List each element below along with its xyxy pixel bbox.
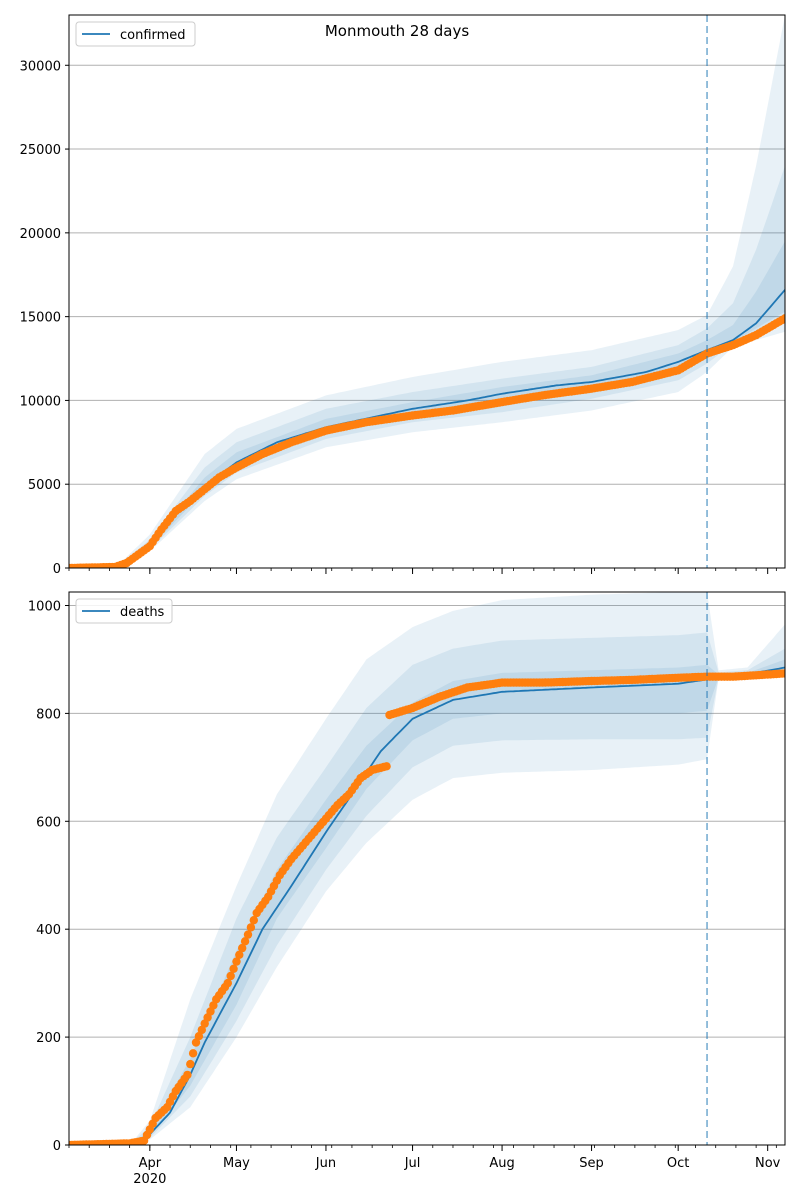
observed-point xyxy=(780,669,785,678)
y-tick-label: 0 xyxy=(53,562,61,577)
observed-point xyxy=(183,1070,192,1080)
x-tick-label: Oct xyxy=(667,1156,689,1171)
plot-area xyxy=(69,592,785,1145)
observed-point xyxy=(232,957,241,966)
observed-point xyxy=(249,916,258,925)
plot-area xyxy=(69,15,785,568)
x-tick-label: Aug xyxy=(489,1156,514,1171)
x-tick-label: May xyxy=(223,1156,250,1171)
x-tick-label: Jun xyxy=(315,1156,336,1171)
legend-label: confirmed xyxy=(120,28,186,43)
chart-title: Monmouth 28 days xyxy=(325,22,470,40)
observed-point xyxy=(235,950,244,959)
y-tick-label: 400 xyxy=(36,923,61,938)
legend: deaths xyxy=(75,598,173,624)
deaths-panel: 0 200 400 600 800 1000 Apr May Jun Jul Aug Sep Oct No… xyxy=(28,591,786,1187)
observed-point xyxy=(246,923,256,932)
uncertainty-band-middle xyxy=(69,632,785,1145)
y-tick-label: 20000 xyxy=(20,227,61,242)
observed-point xyxy=(194,1032,204,1041)
observed-point xyxy=(223,978,232,988)
x-tick-label: Nov xyxy=(755,1156,781,1171)
observed-point xyxy=(238,943,247,953)
x-year-label: 2020 xyxy=(133,1172,166,1187)
legend-label: deaths xyxy=(120,605,165,620)
y-tick-label: 5000 xyxy=(28,478,61,493)
y-tick-label: 25000 xyxy=(20,143,61,158)
observed-point xyxy=(382,762,391,771)
axes-frame xyxy=(68,591,786,1146)
observed-point xyxy=(186,1059,195,1069)
uncertainty-band-outer xyxy=(69,592,785,1145)
observed-point xyxy=(243,930,253,939)
confirmed-panel: 0 5000 10000 15000 20000 25000 30000 confirmed xyxy=(20,14,786,577)
observed-point xyxy=(229,964,238,973)
uncertainty-band-outer xyxy=(69,15,785,568)
x-tick-label: Apr xyxy=(139,1156,162,1171)
observed-point xyxy=(240,937,250,946)
legend: confirmed xyxy=(75,21,196,47)
y-tick-label: 10000 xyxy=(20,394,61,409)
y-tick-label: 15000 xyxy=(20,311,61,326)
observed-point xyxy=(197,1025,206,1035)
uncertainty-band-inner xyxy=(69,241,785,568)
legend-box xyxy=(75,598,173,624)
observed-point xyxy=(191,1038,201,1047)
x-tick-label: Sep xyxy=(579,1156,604,1171)
axes-frame xyxy=(68,14,786,569)
legend-box xyxy=(75,21,196,47)
y-tick-label: 30000 xyxy=(20,59,61,74)
y-tick-label: 1000 xyxy=(28,599,61,614)
uncertainty-band-middle xyxy=(69,165,785,568)
y-tick-label: 0 xyxy=(53,1139,61,1154)
observed-point xyxy=(188,1049,198,1058)
y-tick-label: 600 xyxy=(36,815,61,830)
observed-point xyxy=(226,971,235,981)
observed-point xyxy=(780,314,785,323)
y-tick-label: 800 xyxy=(36,707,61,722)
x-tick-label: Jul xyxy=(404,1156,421,1171)
y-tick-label: 200 xyxy=(36,1031,61,1046)
